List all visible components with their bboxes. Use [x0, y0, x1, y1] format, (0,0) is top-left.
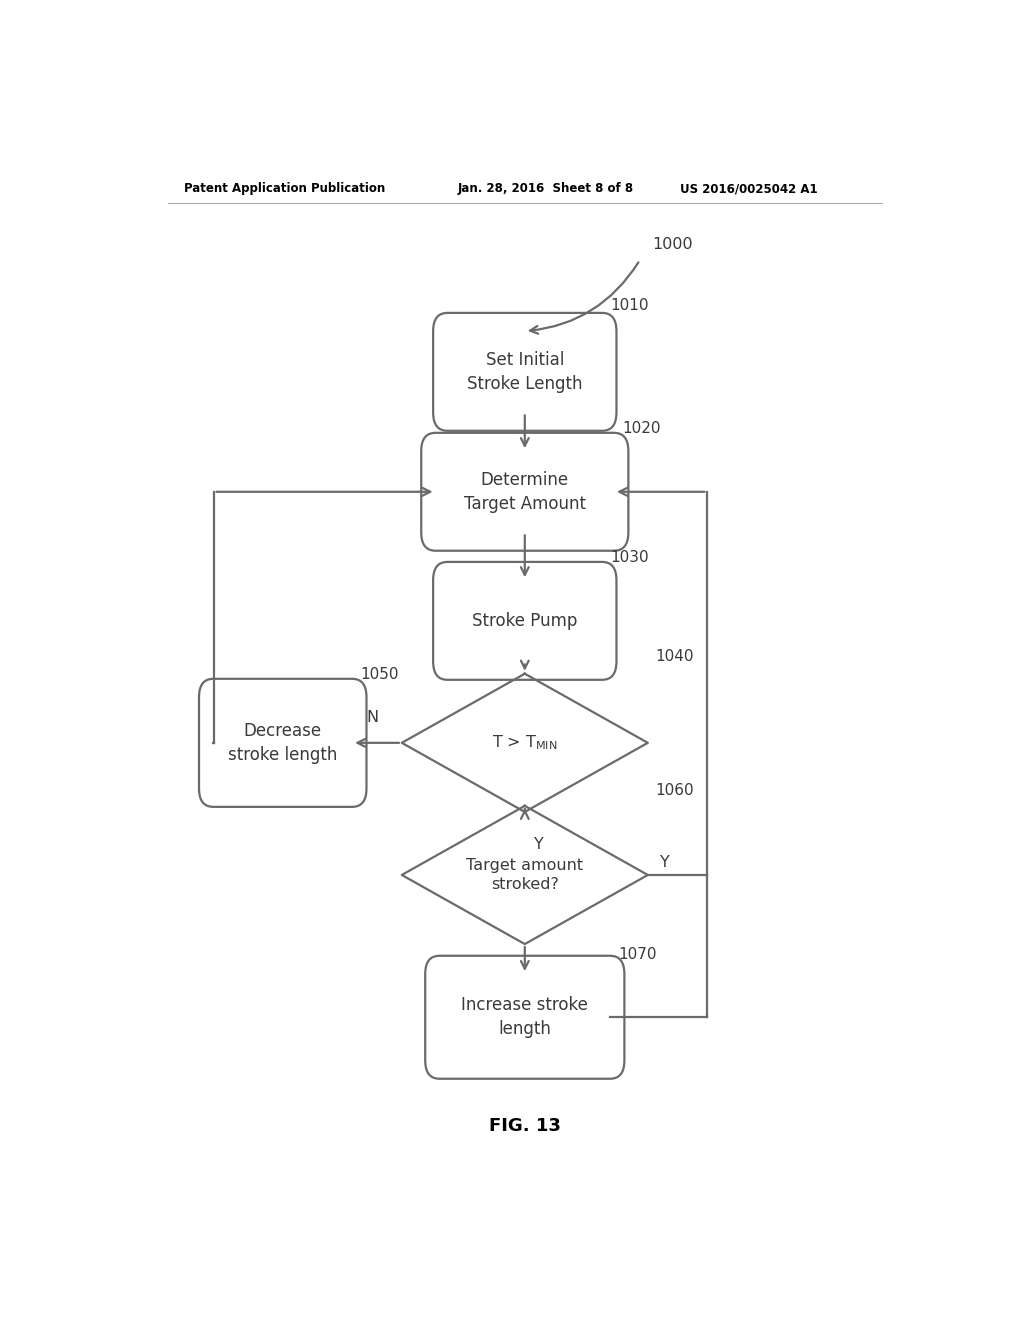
FancyBboxPatch shape [425, 956, 625, 1078]
Text: Jan. 28, 2016  Sheet 8 of 8: Jan. 28, 2016 Sheet 8 of 8 [458, 182, 634, 195]
Text: Y: Y [535, 837, 544, 853]
FancyBboxPatch shape [433, 313, 616, 430]
Text: Target amount
stroked?: Target amount stroked? [466, 858, 584, 892]
Text: Increase stroke
length: Increase stroke length [462, 997, 588, 1038]
Text: T > T$_{\mathregular{MIN}}$: T > T$_{\mathregular{MIN}}$ [493, 734, 557, 752]
Text: N: N [367, 710, 379, 725]
Text: 1040: 1040 [655, 648, 694, 664]
Text: 1020: 1020 [622, 421, 660, 436]
Text: FIG. 13: FIG. 13 [488, 1117, 561, 1135]
FancyBboxPatch shape [433, 562, 616, 680]
Text: US 2016/0025042 A1: US 2016/0025042 A1 [680, 182, 817, 195]
Text: 1060: 1060 [655, 783, 694, 797]
Text: Set Initial
Stroke Length: Set Initial Stroke Length [467, 351, 583, 392]
Text: 1050: 1050 [360, 667, 398, 682]
FancyBboxPatch shape [421, 433, 629, 550]
Polygon shape [401, 673, 648, 812]
Text: 1070: 1070 [618, 946, 656, 962]
Text: N: N [535, 966, 547, 982]
Polygon shape [401, 805, 648, 944]
Text: Y: Y [659, 855, 670, 870]
Text: 1010: 1010 [610, 298, 648, 313]
Text: Decrease
stroke length: Decrease stroke length [228, 722, 338, 764]
FancyBboxPatch shape [199, 678, 367, 807]
Text: 1030: 1030 [610, 550, 649, 565]
Text: Determine
Target Amount: Determine Target Amount [464, 471, 586, 512]
Text: 1000: 1000 [652, 236, 692, 252]
Text: Patent Application Publication: Patent Application Publication [183, 182, 385, 195]
Text: Stroke Pump: Stroke Pump [472, 612, 578, 630]
